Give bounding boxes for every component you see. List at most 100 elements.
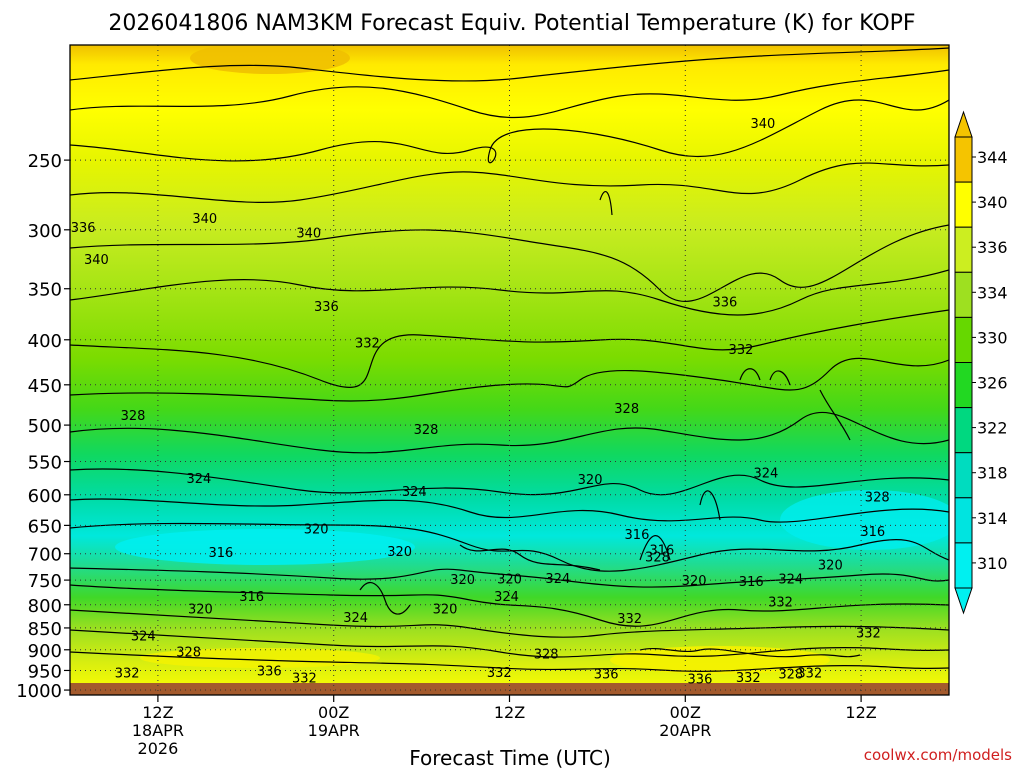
- contour-line: [70, 522, 949, 572]
- colorbar: 344 340 336 334 330 326 322 318 314 310: [954, 110, 1008, 615]
- colorbar-label: 344: [977, 148, 1008, 167]
- colorbar-swatch: [954, 407, 973, 454]
- colorbar-label: 310: [977, 554, 1008, 573]
- colorbar-swatch: [954, 542, 973, 589]
- contour-label: 320: [578, 473, 603, 488]
- contour-label: 332: [355, 337, 380, 352]
- cyan-region-left: [115, 529, 415, 565]
- contour-line: [459, 490, 721, 571]
- contour-label: 328: [121, 409, 146, 424]
- colorbar-label: 326: [977, 374, 1008, 393]
- orange-region-top: [190, 45, 350, 74]
- colorbar-label: 330: [977, 328, 1008, 347]
- contour-line: [70, 567, 949, 588]
- colorbar-swatch: [954, 181, 973, 228]
- contour-line: [70, 99, 949, 164]
- contour-label: 320: [450, 573, 475, 588]
- colorbar-swatch: [954, 271, 973, 318]
- contour-label: 324: [545, 572, 570, 587]
- x-tick-label: 19APR: [308, 721, 360, 740]
- colorbar-top-arrow: [954, 110, 973, 138]
- contour-label: 328: [645, 550, 670, 565]
- x-axis-label: Forecast Time (UTC): [409, 746, 611, 768]
- contour-line: [70, 309, 949, 388]
- warm-region-low-left: [140, 648, 380, 668]
- contour-lines: [70, 47, 949, 672]
- contour-label: 328: [414, 423, 439, 438]
- warm-region-low-mid: [610, 646, 830, 674]
- contour-line: [70, 609, 949, 638]
- contour-label: 320: [387, 545, 412, 560]
- y-tick-label: 900: [28, 641, 62, 662]
- contour-label: 328: [534, 648, 559, 663]
- credit-text: coolwx.com/models: [864, 746, 1012, 764]
- contour-label: 340: [296, 226, 321, 241]
- contour-label: 320: [304, 522, 329, 537]
- y-tick-label: 350: [28, 280, 62, 301]
- y-tick-label: 500: [28, 416, 62, 437]
- contour-line: [70, 468, 949, 496]
- y-tick-label: 600: [28, 486, 62, 507]
- colorbar-label: 340: [977, 193, 1008, 212]
- x-tick-label: 20APR: [659, 721, 711, 740]
- contour-label: 320: [682, 574, 707, 589]
- y-tick-label: 650: [28, 516, 62, 537]
- colorbar-swatch: [954, 316, 973, 363]
- colorbar-swatch: [954, 452, 973, 499]
- contour-label: 320: [818, 558, 843, 573]
- y-tick-label: 750: [28, 571, 62, 592]
- contour-line: [70, 224, 949, 303]
- contour-label: 324: [343, 611, 368, 626]
- colorbar-swatch: [954, 226, 973, 273]
- y-tick-label: 300: [28, 221, 62, 242]
- x-tick-label: 12Z: [494, 703, 525, 722]
- contour-line: [70, 411, 949, 454]
- contour-label: 324: [753, 466, 778, 481]
- y-axis: 2503003504004505005506006507007508008509…: [16, 151, 70, 702]
- contour-line: [70, 47, 949, 82]
- colorbar-swatch: [954, 497, 973, 544]
- contour-label: 336: [594, 667, 619, 682]
- contour-line: [70, 357, 949, 402]
- colorbar-label: 336: [977, 238, 1008, 257]
- contour-label: 332: [736, 671, 761, 686]
- contour-line: [70, 269, 949, 316]
- contour-label: 316: [625, 528, 650, 543]
- contour-label: 324: [494, 590, 519, 605]
- x-tick-label: 2026: [138, 739, 179, 758]
- colorbar-label: 322: [977, 419, 1008, 438]
- chart-title: 2026041806 NAM3KM Forecast Equiv. Potent…: [108, 11, 915, 36]
- contour-label: 324: [778, 573, 803, 588]
- colorbar-swatch: [954, 362, 973, 409]
- contour-label: 324: [187, 472, 212, 487]
- colorbar-label: 334: [977, 283, 1008, 302]
- y-tick-label: 1000: [16, 681, 62, 702]
- contour-line: [70, 629, 949, 658]
- contour-line: [599, 190, 851, 441]
- y-tick-label: 550: [28, 453, 62, 474]
- contour-label: 316: [739, 575, 764, 590]
- x-tick-label: 12Z: [142, 703, 173, 722]
- contour-label: 336: [712, 296, 737, 311]
- contour-label: 316: [649, 543, 674, 558]
- cyan-region-right: [780, 490, 949, 550]
- y-tick-label: 450: [28, 376, 62, 397]
- contour-label: 332: [768, 595, 793, 610]
- x-tick-label: 18APR: [132, 721, 184, 740]
- contour-label: 336: [688, 672, 713, 687]
- contour-label: 328: [176, 645, 201, 660]
- colorbar-label: 314: [977, 509, 1008, 528]
- contour-label: 320: [433, 603, 458, 618]
- colorbar-bottom-arrow: [954, 587, 973, 615]
- y-tick-label: 950: [28, 661, 62, 682]
- contour-line: [70, 651, 949, 672]
- y-tick-label: 800: [28, 596, 62, 617]
- contour-label: 320: [497, 573, 522, 588]
- contour-label: 316: [208, 546, 233, 561]
- contour-label: 336: [314, 300, 339, 315]
- contour-label: 324: [131, 630, 156, 645]
- contour-label: 332: [617, 612, 642, 627]
